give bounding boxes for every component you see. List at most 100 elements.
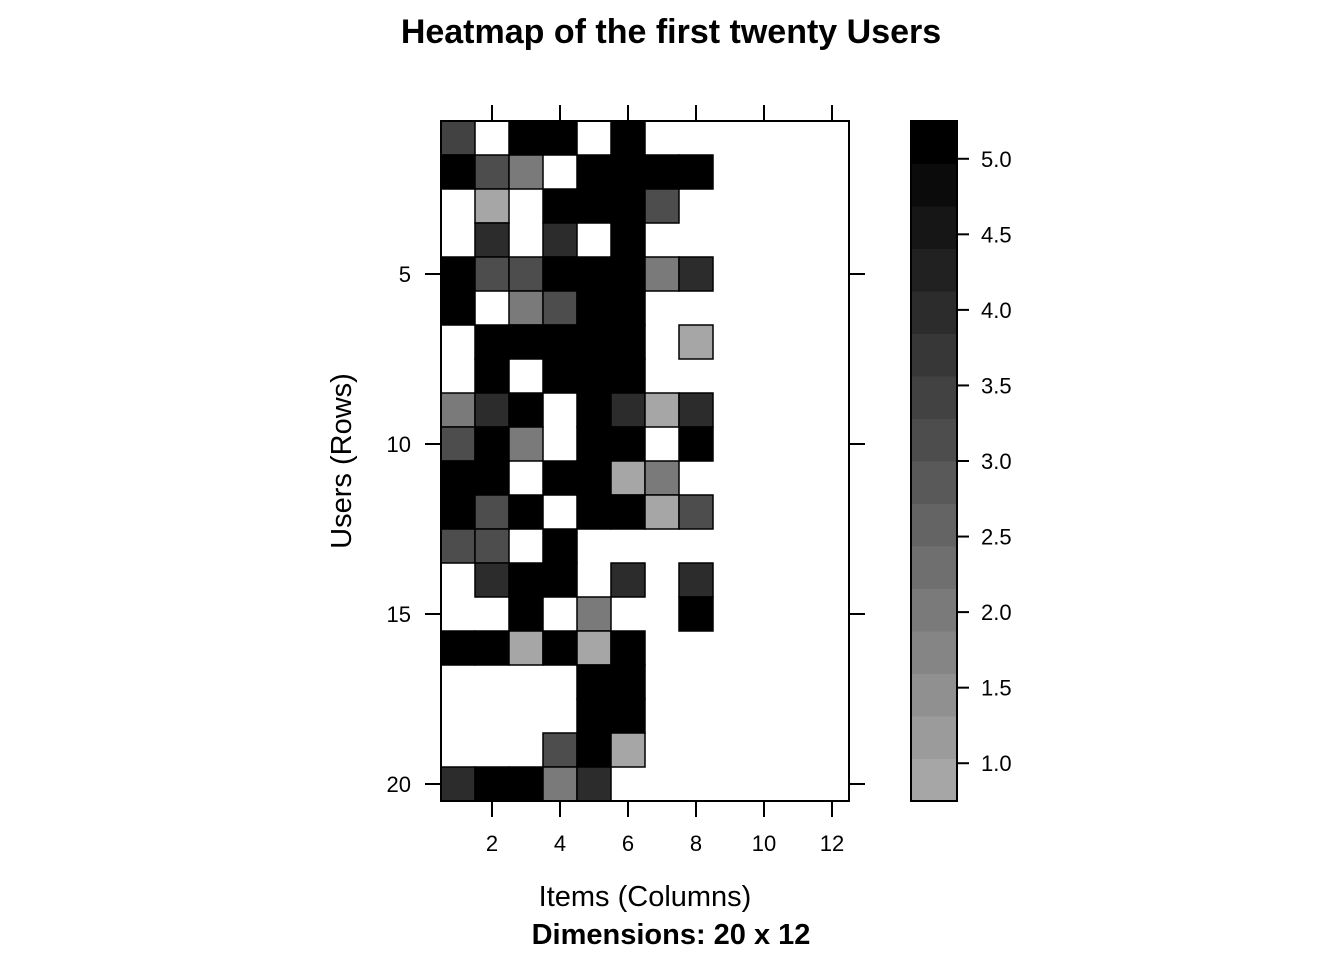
heatmap-cell — [678, 392, 714, 428]
x-tick-label: 2 — [486, 831, 498, 856]
heatmap-cell — [610, 562, 646, 598]
heatmap-cell — [440, 528, 476, 564]
heatmap-cell — [508, 562, 544, 598]
heatmap-cell — [678, 154, 714, 190]
colorbar-tick-label: 1.0 — [981, 751, 1012, 776]
colorbar-step — [911, 503, 957, 547]
heatmap-cell — [440, 256, 476, 292]
colorbar-tick-label: 4.0 — [981, 298, 1012, 323]
heatmap-cell — [474, 392, 510, 428]
y-axis-label: Users (Rows) — [326, 373, 358, 549]
heatmap-cell — [508, 256, 544, 292]
heatmap-cell — [474, 154, 510, 190]
x-tick-label: 8 — [690, 831, 702, 856]
x-tick-label: 6 — [622, 831, 634, 856]
heatmap-cell — [610, 154, 646, 190]
heatmap-cell — [576, 290, 612, 326]
heatmap-cells — [440, 120, 849, 802]
heatmap-cell — [508, 596, 544, 632]
heatmap-cell — [440, 290, 476, 326]
heatmap-cell — [542, 358, 578, 394]
heatmap-cell — [678, 426, 714, 462]
heatmap-cell — [508, 766, 544, 802]
colorbar-step — [911, 376, 957, 419]
heatmap-cell — [610, 732, 646, 768]
heatmap-cell — [542, 188, 578, 224]
heatmap-cell — [576, 358, 612, 394]
heatmap-cell — [440, 154, 476, 190]
x-tick-label: 12 — [820, 831, 844, 856]
colorbar-step — [911, 716, 957, 759]
x-axis: 2 4 6 8 10 12 — [486, 105, 844, 856]
x-tick-label: 10 — [752, 831, 776, 856]
heatmap-cell — [576, 256, 612, 292]
heatmap-cell — [508, 290, 544, 326]
heatmap-cell — [440, 630, 476, 666]
heatmap-cell — [576, 596, 612, 632]
colorbar-step — [911, 588, 957, 632]
heatmap-cell — [610, 630, 646, 666]
heatmap-cell — [610, 324, 646, 360]
colorbar-step — [911, 758, 957, 802]
colorbar-step — [911, 121, 957, 164]
heatmap-cell — [576, 664, 612, 700]
colorbar-step — [911, 631, 957, 674]
heatmap-cell — [610, 290, 646, 326]
heatmap-cell — [474, 256, 510, 292]
colorbar-tick-label: 3.5 — [981, 373, 1012, 398]
heatmap-cell — [610, 358, 646, 394]
heatmap-cell — [542, 256, 578, 292]
heatmap-cell — [610, 120, 646, 156]
heatmap-cell — [576, 324, 612, 360]
colorbar-tick-label: 4.5 — [981, 222, 1012, 247]
heatmap-cell — [542, 766, 578, 802]
heatmap-cell — [610, 494, 646, 530]
heatmap-cell — [508, 120, 544, 156]
heatmap-cell — [610, 256, 646, 292]
chart-title: Heatmap of the first twenty Users — [401, 13, 941, 51]
heatmap-cell — [576, 766, 612, 802]
heatmap-cell — [610, 664, 646, 700]
colorbar-tick-label: 5.0 — [981, 147, 1012, 172]
heatmap-cell — [542, 324, 578, 360]
x-axis-label: Items (Columns) — [539, 881, 752, 913]
heatmap-cell — [644, 188, 680, 224]
colorbar: 1.0 1.5 2.0 2.5 3.0 3.5 4.0 4.5 5.0 — [910, 120, 1012, 802]
heatmap-cell — [576, 154, 612, 190]
heatmap-cell — [440, 494, 476, 530]
heatmap-cell — [508, 426, 544, 462]
heatmap-cell — [576, 494, 612, 530]
heatmap-cell — [508, 494, 544, 530]
colorbar-step — [911, 461, 957, 504]
colorbar-step — [911, 673, 957, 717]
heatmap-cell — [440, 426, 476, 462]
y-tick-label: 10 — [387, 432, 411, 457]
colorbar-step — [911, 418, 957, 462]
heatmap-cell — [508, 154, 544, 190]
heatmap-cell — [610, 460, 646, 496]
heatmap-cell — [508, 324, 544, 360]
colorbar-tick-label: 3.0 — [981, 449, 1012, 474]
chart-subtitle: Dimensions: 20 x 12 — [532, 919, 811, 951]
heatmap-cell — [440, 120, 476, 156]
colorbar-tick-label: 2.0 — [981, 600, 1012, 625]
heatmap-cell — [610, 426, 646, 462]
heatmap-cell — [576, 426, 612, 462]
heatmap-cell — [644, 460, 680, 496]
heatmap-cell — [576, 460, 612, 496]
heatmap-cell — [542, 630, 578, 666]
heatmap-cell — [678, 324, 714, 360]
heatmap-cell — [644, 392, 680, 428]
heatmap-cell — [610, 222, 646, 258]
heatmap-cell — [440, 766, 476, 802]
heatmap-cell — [474, 426, 510, 462]
heatmap-cell — [542, 120, 578, 156]
heatmap-cell — [474, 324, 510, 360]
heatmap-cell — [576, 188, 612, 224]
y-axis: 5 10 15 20 — [387, 262, 865, 797]
heatmap-cell — [474, 460, 510, 496]
y-tick-label: 20 — [387, 772, 411, 797]
colorbar-step — [911, 206, 957, 249]
heatmap-cell — [542, 222, 578, 258]
